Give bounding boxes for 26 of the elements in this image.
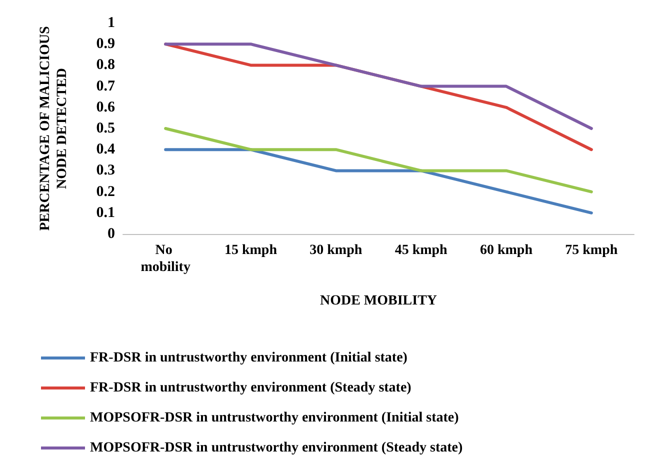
x-tick-label: No mobility [140, 243, 190, 275]
x-tick-label: 75 kmph [565, 243, 618, 258]
legend-label: FR-DSR in untrustworthy environment (Steady state) [90, 380, 412, 396]
y-axis-title: PERCENTAGE OF MALICIOUS NODE DETECTED [38, 26, 70, 231]
line-series [164, 42, 593, 130]
y-tick-label: 0.9 [96, 36, 115, 52]
y-tick-label: 0.6 [96, 99, 116, 116]
y-tick-label: 1 [108, 15, 115, 31]
line-series [164, 148, 593, 214]
legend-label: MOPSOFR-DSR in untrustworthy environment (Initial state) [90, 410, 460, 426]
x-tick-label: 30 kmph [310, 243, 362, 258]
y-tick-label: 0.3 [96, 162, 115, 179]
x-tick-label: 45 kmph [394, 243, 448, 258]
y-tick-label: 0.5 [96, 120, 115, 136]
y-tick-label: 0 [108, 226, 115, 242]
x-axis-title: NODE MOBILITY [320, 294, 438, 308]
x-tick-label: 15 kmph [224, 243, 278, 258]
y-tick-label: 0.7 [96, 78, 116, 94]
x-tick-label: 60 kmph [480, 243, 533, 258]
line-series [164, 127, 593, 194]
y-tick-label: 0.4 [96, 142, 116, 158]
legend-label: FR-DSR in untrustworthy environment (Initial state) [90, 350, 408, 366]
y-tick-label: 0.8 [96, 57, 115, 74]
y-tick-label: 0.1 [96, 204, 115, 221]
y-tick-label: 0.2 [96, 184, 115, 200]
legend-label: MOPSOFR-DSR in untrustworthy environment (Steady state) [90, 440, 464, 456]
